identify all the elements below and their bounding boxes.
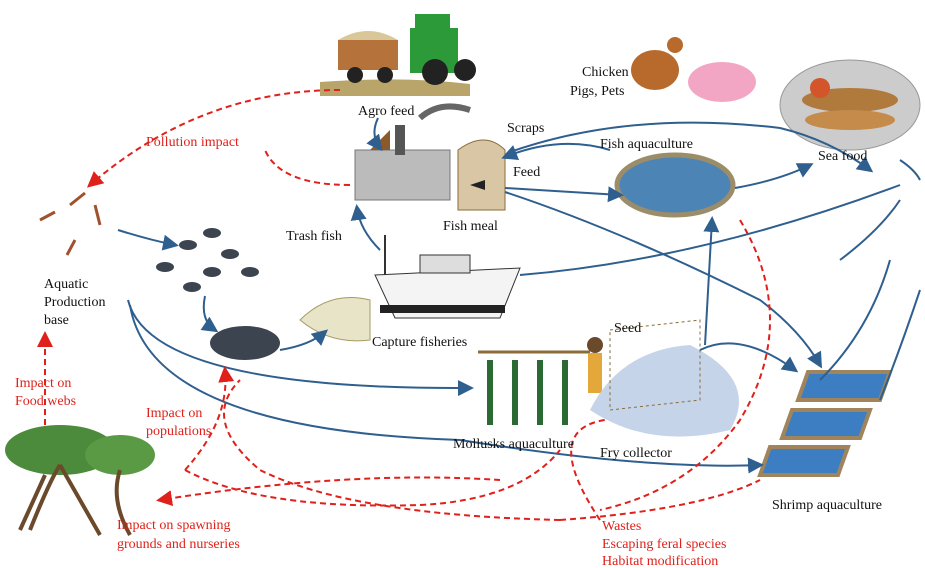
fish-meal-label: Fish meal <box>443 219 498 234</box>
impact-label: Wastes <box>602 519 641 534</box>
aquatic-label: Production <box>44 295 105 310</box>
chicken-label: Chicken <box>582 65 629 80</box>
impact-label: Impact on <box>146 406 202 421</box>
shrimp-label: Shrimp aquaculture <box>772 498 882 513</box>
impact-label: Food webs <box>15 394 76 409</box>
fish-school <box>156 228 280 360</box>
fish-aquaculture-label: Fish aquaculture <box>600 137 693 152</box>
chicken-pig <box>631 37 756 102</box>
scraps-label: Scraps <box>507 121 544 136</box>
pollution-impact-label: Pollution impact <box>146 135 239 150</box>
mollusks-label: Mollusks aquaculture <box>453 437 574 452</box>
aquatic-label: base <box>44 313 69 328</box>
seed-label: Seed <box>614 321 641 336</box>
impact-label: populations <box>146 424 211 439</box>
feed-label: Feed <box>513 165 540 180</box>
impact-label: Habitat modification <box>602 554 718 568</box>
fish-pond <box>617 155 733 215</box>
sea-food-label: Sea food <box>818 149 867 164</box>
diagram: Agro feed Pollution impact Scraps Feed F… <box>0 0 925 568</box>
factory <box>355 106 505 210</box>
aquatic-label: Aquatic <box>44 277 88 292</box>
net <box>300 298 370 341</box>
impact-label: grounds and nurseries <box>117 537 240 552</box>
agro-feed-label: Agro feed <box>358 104 414 119</box>
impact-label: Escaping feral species <box>602 537 726 552</box>
shrimp-ponds <box>760 372 890 475</box>
mollusk-lines <box>478 337 603 425</box>
impact-label: Impact on <box>15 376 71 391</box>
tractor <box>320 14 476 96</box>
seafood-plate <box>780 60 920 150</box>
boat <box>375 235 520 318</box>
plankton <box>40 193 100 255</box>
trash-fish-label: Trash fish <box>286 229 342 244</box>
capture-fisheries-label: Capture fisheries <box>372 335 467 350</box>
pigs-label: Pigs, Pets <box>570 84 624 99</box>
impact-label: Impact on spawning <box>117 518 231 533</box>
fry-collector-label: Fry collector <box>600 446 672 461</box>
fry-collector <box>590 320 739 437</box>
